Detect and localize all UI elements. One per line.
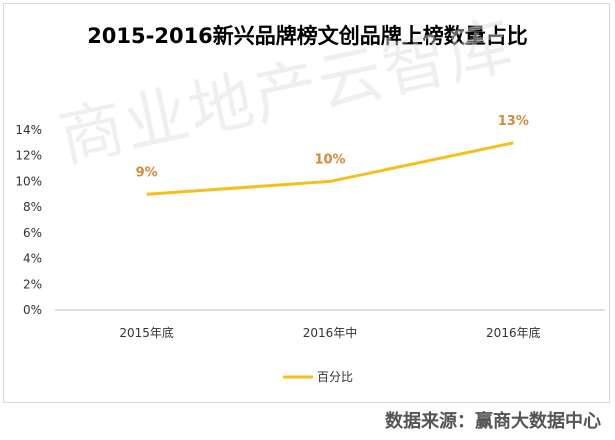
data-label: 9% [136, 165, 158, 180]
data-source: 数据来源：赢商大数据中心 [385, 411, 601, 432]
x-tick-label: 2016年底 [486, 325, 541, 340]
legend: 百分比 [283, 370, 353, 384]
y-tick-label: 4% [23, 252, 42, 266]
x-axis: 2015年底 2016年中 2016年底 [55, 309, 605, 340]
series-group: 9% 10% 13% [136, 114, 529, 196]
y-tick-label: 8% [23, 200, 42, 214]
chart-title: 2015-2016新兴品牌榜文创品牌上榜数量占比 [87, 24, 528, 48]
data-label: 13% [498, 114, 529, 129]
series-line [146, 141, 514, 196]
y-tick-label: 2% [23, 277, 42, 291]
y-tick-label: 6% [23, 226, 42, 240]
y-axis: 0% 2% 4% 6% 8% 10% 12% 14% [15, 123, 42, 317]
y-tick-label: 0% [23, 303, 42, 317]
y-tick-label: 10% [15, 174, 42, 188]
data-label: 10% [314, 152, 345, 167]
y-tick-label: 12% [15, 149, 42, 163]
y-tick-label: 14% [15, 123, 42, 137]
plot-border [3, 3, 610, 403]
x-tick-label: 2016年中 [303, 325, 358, 340]
legend-label: 百分比 [317, 370, 353, 384]
x-tick-label: 2015年底 [119, 325, 174, 340]
